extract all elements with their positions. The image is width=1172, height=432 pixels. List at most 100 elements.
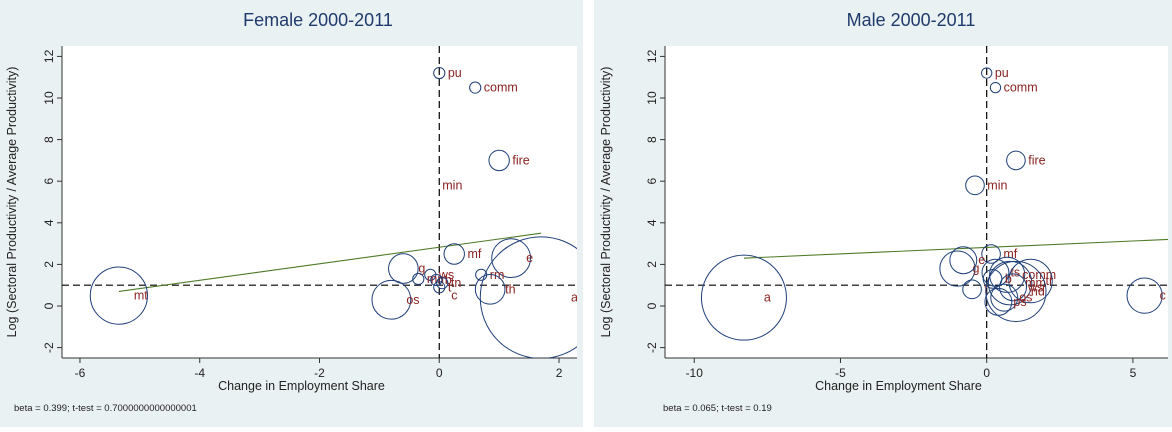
female-bubble-a [479, 236, 577, 358]
female-bubble-label-b: b [445, 273, 452, 287]
male-bubble-label-os: os [1019, 291, 1032, 305]
male-y-tick-label: 4 [645, 219, 659, 226]
female-bubble-mt [89, 266, 148, 325]
male-footnote: beta = 0.065; t-test = 0.19 [663, 403, 772, 414]
female-y-tick-label: 12 [42, 49, 56, 63]
female-bubble-os [371, 279, 412, 320]
female-x-axis-title: Change in Employment Share [218, 379, 385, 393]
male-bubble-pu [981, 67, 993, 79]
female-bubble-label-e: e [526, 251, 533, 265]
female-bubble-t [433, 281, 446, 294]
male-bubble-mm [987, 260, 1033, 306]
female-x-tick-label: -2 [314, 366, 325, 380]
female-bubble-mf [443, 243, 465, 265]
male-y-tick-label: 8 [645, 136, 659, 143]
male-bubble-tr [1008, 258, 1053, 304]
female-bubble-g [388, 253, 419, 284]
male-y-tick-label: -2 [645, 342, 659, 353]
female-bubble-th [474, 274, 506, 305]
male-bubble-label-e: e [978, 253, 985, 267]
female-x-tick-label: 0 [436, 366, 443, 380]
female-bubble-comm [469, 81, 482, 94]
male-bubble-label-comm: comm [1004, 81, 1038, 95]
female-bubble-mm [412, 272, 425, 286]
female-x-tick-label: -4 [194, 366, 205, 380]
female-y-tick-label: 0 [42, 302, 56, 309]
male-bubble-ts [981, 258, 1010, 287]
male-bubble-label-pu: pu [995, 66, 1009, 80]
male-bubble-label-b: b [1005, 272, 1012, 286]
female-bubble-label-g: g [418, 262, 425, 276]
male-bubble-label-tr: tr [1046, 274, 1054, 288]
male-bubble-label-nd: nd [1031, 284, 1045, 298]
male-bubble-t [962, 279, 982, 300]
female-y-tick-label: -2 [42, 342, 56, 353]
female-bubble-e [491, 238, 532, 279]
female-bubble-tn [436, 277, 449, 290]
male-bubble-label-g: g [972, 262, 979, 276]
male-chart-title: Male 2000-2011 [847, 10, 976, 30]
female-bubble-label-mt: mt [134, 289, 148, 303]
male-bubble-label-comm: comm [1022, 268, 1056, 282]
male-plot-area [665, 46, 1168, 358]
male-bubble-fire [1006, 150, 1026, 171]
female-bubble-label-os: os [406, 293, 419, 307]
male-y-axis-title: Log (Sectoral Productivity / Average Pro… [599, 67, 613, 338]
male-bubble-mf [981, 244, 1001, 264]
male-x-axis-title: Change in Employment Share [815, 379, 982, 393]
male-bubble-label-min: min [987, 178, 1007, 192]
male-bubble-label-ps: ps [1013, 295, 1026, 309]
female-y-tick-label: 6 [42, 178, 56, 185]
male-scatter-plot: Male 2000-2011 -2 0 2 4 6 8 10 12 -10 -5 0 5 Log (Sec… [599, 10, 1168, 414]
male-bubble-a [700, 254, 787, 341]
male-x-tick-label: -5 [835, 366, 846, 380]
female-y-tick-label: 2 [42, 261, 56, 268]
male-bubble-ws [999, 273, 1027, 302]
male-y-tick-label: 0 [645, 302, 659, 309]
female-bubble-label-c: c [451, 289, 457, 303]
female-bubble-label-min: min [442, 178, 462, 192]
female-footnote: beta = 0.399; t-test = 0.700000000000000… [14, 403, 197, 414]
female-plot-area [62, 46, 577, 358]
female-y-tick-label: 4 [42, 219, 56, 226]
female-bubble-pu [433, 66, 446, 80]
female-y-axis-title: Log (Sectoral Productivity / Average Pro… [5, 67, 19, 338]
male-y-tick-label: 2 [645, 261, 659, 268]
female-fit-line [118, 232, 542, 292]
male-bubble-label-mm: mm [1025, 276, 1046, 290]
female-x-tick-label: -6 [75, 366, 86, 380]
male-x-tick-label: 0 [983, 366, 990, 380]
female-x-tick-label: 2 [556, 366, 563, 380]
male-bubble-label-ts: ts [1010, 266, 1020, 280]
female-chart-panel: Female 2000-2011 -2 0 2 4 6 8 10 12 -6 -4 -2 0 2 Log (… [0, 0, 583, 427]
male-bubble-label-c: c [1160, 289, 1166, 303]
female-bubble-label-t: t [448, 280, 452, 294]
female-y-tick-label: 8 [42, 136, 56, 143]
male-bubble-label-ws: ws [1027, 280, 1043, 294]
male-bubble-os [990, 283, 1019, 312]
male-x-tick-label: -10 [686, 366, 704, 380]
male-chart-panel: Male 2000-2011 -2 0 2 4 6 8 10 12 -10 -5 0 5 Log (Sec… [594, 0, 1172, 427]
male-bubble-nd [985, 260, 1047, 322]
male-bubble-e [949, 246, 978, 275]
female-scatter-plot: Female 2000-2011 -2 0 2 4 6 8 10 12 -6 -4 -2 0 2 Log (… [5, 10, 578, 414]
male-bubble-label-a: a [764, 291, 771, 305]
panel-divider [583, 0, 594, 427]
male-bubble-g [939, 250, 976, 287]
female-bubble-label-mf: mf [467, 247, 481, 261]
female-bubble-label-a: a [571, 291, 578, 305]
female-chart-title: Female 2000-2011 [243, 10, 393, 30]
female-bubble-label-tn: tn [451, 276, 461, 290]
male-bubble-comm [989, 81, 1002, 94]
male-bubble-label-fire: fire [1028, 153, 1045, 167]
female-y-tick-label: 10 [42, 91, 56, 105]
male-y-tick-label: 12 [645, 49, 659, 63]
female-bubble-label-fire: fire [512, 153, 529, 167]
female-bubble-fire [488, 149, 510, 172]
female-bubble-b [430, 273, 443, 287]
male-x-tick-label: 5 [1130, 366, 1137, 380]
female-bubble-label-th: th [505, 282, 515, 296]
